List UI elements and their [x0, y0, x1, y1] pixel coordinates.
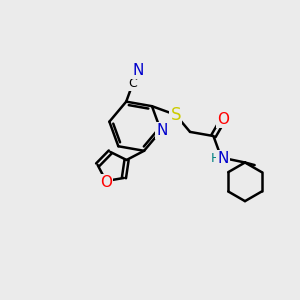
- Text: O: O: [217, 112, 229, 127]
- Text: S: S: [170, 106, 181, 124]
- Text: N: N: [218, 151, 229, 166]
- Text: C: C: [128, 77, 137, 90]
- Text: N: N: [133, 62, 144, 77]
- Text: N: N: [157, 123, 168, 138]
- Text: H: H: [210, 152, 220, 165]
- Text: O: O: [100, 175, 112, 190]
